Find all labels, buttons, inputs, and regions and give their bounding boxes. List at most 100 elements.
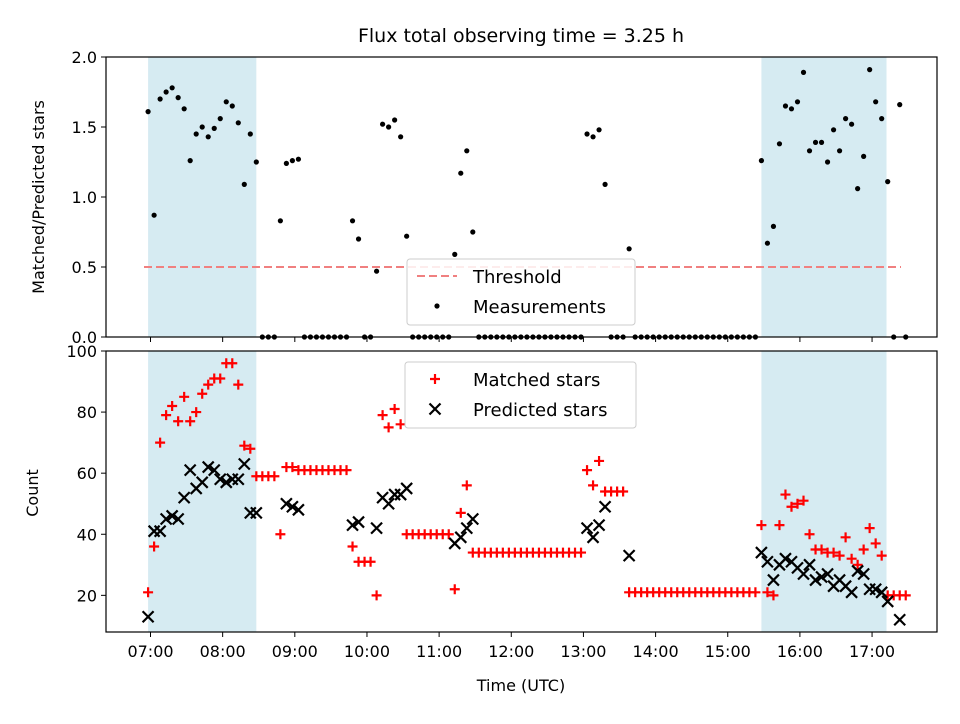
measurement-point bbox=[879, 116, 885, 122]
measurement-point bbox=[867, 67, 873, 73]
matched-star-point bbox=[750, 587, 761, 598]
matched-star-point bbox=[245, 443, 256, 454]
legend-box bbox=[404, 361, 637, 429]
measurement-point bbox=[217, 116, 223, 122]
measurement-point bbox=[175, 95, 181, 101]
legend-threshold-label: Threshold bbox=[472, 267, 562, 288]
matched-star-point bbox=[756, 520, 767, 531]
measurement-point bbox=[398, 134, 404, 140]
measurement-point bbox=[764, 240, 771, 246]
measurement-point bbox=[464, 148, 470, 154]
matched-star-point bbox=[269, 471, 280, 482]
x-tick-label: 16:00 bbox=[777, 642, 823, 661]
matched-star-point bbox=[341, 465, 352, 476]
legend-predicted-label: Predicted stars bbox=[473, 400, 607, 421]
measurement-point bbox=[584, 131, 590, 137]
matched-star-point bbox=[786, 501, 797, 512]
matched-star-point bbox=[143, 587, 154, 598]
predicted-star-point bbox=[171, 512, 185, 526]
matched-star-point bbox=[347, 541, 358, 552]
measurement-point bbox=[157, 96, 163, 102]
matched-star-point bbox=[828, 547, 839, 558]
predicted-star-point bbox=[845, 586, 858, 599]
predicted-star-point bbox=[779, 552, 792, 565]
measurement-point bbox=[806, 148, 813, 154]
measurement-point bbox=[163, 89, 169, 95]
legend-measurement-label: Measurements bbox=[473, 297, 606, 318]
predicted-star-point bbox=[857, 567, 870, 581]
x-tick-label: 17:00 bbox=[849, 642, 895, 661]
predicted-star-point bbox=[893, 613, 906, 627]
matched-star-point bbox=[846, 553, 857, 564]
predicted-star-point bbox=[454, 531, 468, 544]
matched-star-point bbox=[852, 559, 863, 570]
matched-star-point bbox=[768, 590, 779, 601]
measurement-point bbox=[253, 159, 259, 165]
x-tick-label: 14:00 bbox=[633, 642, 679, 661]
y-tick-label: 0.5 bbox=[72, 258, 97, 277]
measurement-point bbox=[283, 160, 289, 166]
matched-star-point bbox=[227, 358, 238, 369]
predicted-star-point bbox=[292, 503, 305, 517]
predicted-star-point bbox=[141, 610, 155, 624]
matched-star-point bbox=[287, 462, 298, 473]
predicted-star-point bbox=[207, 463, 221, 477]
measurement-point bbox=[590, 134, 596, 140]
y-axis-label-count: Count bbox=[23, 469, 42, 517]
matched-star-point bbox=[203, 379, 214, 390]
x-tick-label: 12:00 bbox=[488, 642, 534, 661]
matched-star-point bbox=[179, 391, 190, 402]
predicted-star-point bbox=[797, 567, 810, 581]
x-tick-label: 13:00 bbox=[560, 642, 606, 661]
count-panel: 20 40 60 80 100 07:00 08:00 09:00 10:00 11:00 12:0… bbox=[66, 342, 938, 661]
measurement-point bbox=[843, 116, 849, 122]
legend-predicted-swatch bbox=[428, 402, 442, 416]
measurement-point bbox=[861, 153, 867, 159]
y-tick-label: 80 bbox=[77, 403, 97, 422]
measurement-point bbox=[897, 102, 903, 108]
y-axis-label-ratio: Matched/Predicted stars bbox=[29, 100, 48, 294]
ratio-axes-frame bbox=[105, 56, 938, 338]
legend-matched-swatch bbox=[430, 374, 440, 384]
measurement-point bbox=[223, 99, 229, 105]
measurement-point bbox=[776, 141, 783, 147]
matched-star-point bbox=[383, 422, 394, 433]
measurement-point bbox=[193, 131, 199, 137]
y-tick-label: 60 bbox=[77, 464, 97, 483]
predicted-star-point bbox=[869, 582, 882, 596]
y-tick-label: 1.0 bbox=[72, 188, 97, 207]
measurement-point bbox=[211, 125, 217, 131]
matched-star-point bbox=[395, 419, 406, 430]
measurement-point bbox=[855, 186, 861, 192]
y-tick-label: 100 bbox=[66, 342, 97, 361]
measurement-point bbox=[181, 106, 187, 112]
matched-star-point bbox=[389, 404, 400, 415]
matched-star-point bbox=[233, 379, 244, 390]
predicted-star-point bbox=[382, 497, 395, 510]
predicted-star-point bbox=[761, 555, 774, 569]
predicted-star-point bbox=[586, 531, 600, 544]
matched-star-point bbox=[149, 541, 160, 552]
matched-star-point bbox=[864, 523, 875, 534]
predicted-star-point bbox=[346, 518, 359, 532]
matched-star-point bbox=[191, 407, 202, 418]
x-tick-label: 11:00 bbox=[416, 642, 462, 661]
measurement-point bbox=[241, 181, 247, 187]
measurement-point bbox=[187, 158, 193, 164]
predicted-star-point bbox=[201, 460, 215, 474]
predicted-star-point bbox=[815, 570, 828, 584]
matched-star-point bbox=[215, 373, 226, 384]
predicted-star-point bbox=[352, 515, 365, 529]
measurement-point bbox=[770, 223, 777, 229]
legend-measurement-swatch bbox=[434, 303, 440, 309]
predicted-star-point bbox=[592, 518, 606, 532]
predicted-star-point bbox=[370, 521, 383, 535]
predicted-star-point bbox=[238, 457, 251, 471]
predicted-star-point bbox=[580, 521, 594, 535]
matched-star-point bbox=[780, 489, 791, 500]
measurement-point bbox=[169, 85, 175, 91]
predicted-star-point bbox=[466, 512, 480, 526]
predicted-star-point bbox=[250, 506, 263, 520]
predicted-star-point bbox=[755, 546, 768, 559]
matched-star-point bbox=[582, 465, 593, 476]
